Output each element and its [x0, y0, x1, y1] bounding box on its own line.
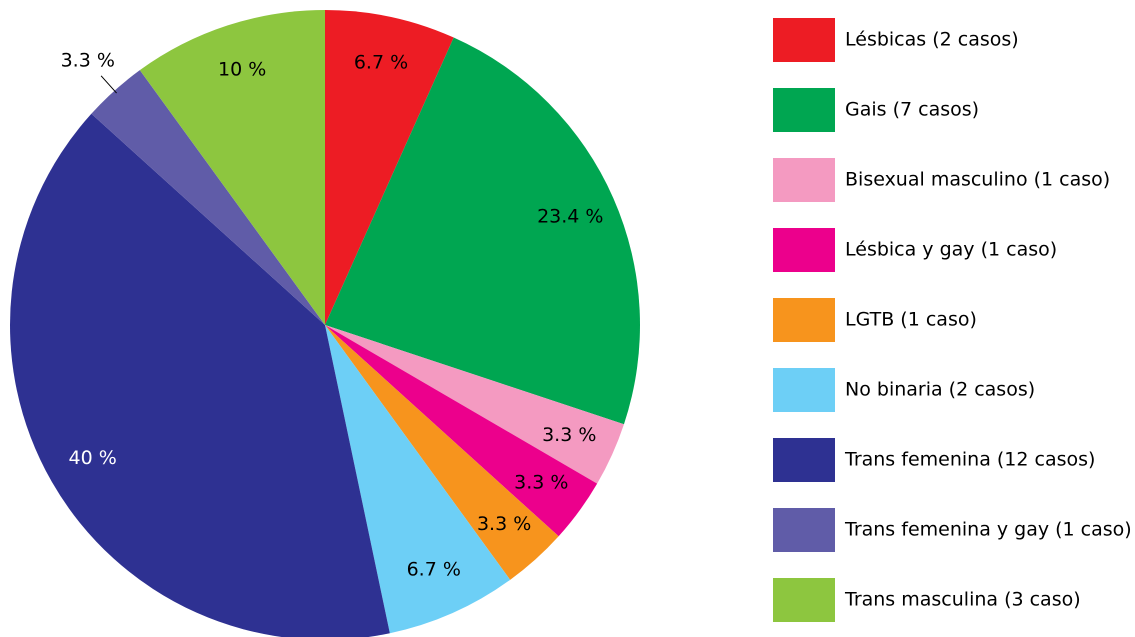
data-label: 6.7 %: [407, 558, 461, 580]
legend-label: Lésbica y gay (1 caso): [845, 239, 1057, 261]
pie-slice: [91, 70, 325, 326]
pie-slice: [325, 325, 624, 484]
pie-slice: [325, 325, 511, 634]
legend-label: Trans masculina (3 caso): [844, 589, 1081, 611]
leader-line: [100, 75, 117, 94]
legend-label: No binaria (2 casos): [845, 379, 1035, 401]
legend-swatch: [773, 158, 835, 202]
legend-label: Trans femenina y gay (1 caso): [844, 519, 1132, 541]
legend-swatch: [773, 368, 835, 412]
pie-slice: [139, 10, 325, 325]
pie-slice: [325, 325, 559, 580]
data-label: 10 %: [218, 59, 266, 81]
data-label: 3.3 %: [477, 513, 531, 535]
pie-slice: [325, 325, 598, 537]
pie-slice: [325, 37, 641, 425]
legend-swatch: [773, 508, 835, 552]
legend-swatch: [773, 88, 835, 132]
legend-swatch: [773, 438, 835, 482]
data-label: 6.7 %: [354, 51, 408, 73]
legend-label: Lésbicas (2 casos): [845, 29, 1019, 51]
data-label: 3.3 %: [514, 472, 568, 494]
legend-label: Trans femenina (12 casos): [844, 449, 1095, 471]
legend-swatch: [773, 578, 835, 622]
data-label: 3.3 %: [542, 424, 596, 446]
legend-swatch: [773, 228, 835, 272]
legend-label: Gais (7 casos): [845, 99, 979, 121]
legend-label: LGTB (1 caso): [845, 309, 977, 331]
legend-swatch: [773, 298, 835, 342]
legend-label: Bisexual masculino (1 caso): [845, 169, 1110, 191]
data-label: 3.3 %: [61, 49, 115, 71]
pie-slice: [10, 113, 390, 637]
pie-slice: [325, 10, 454, 325]
legend-swatch: [773, 18, 835, 62]
data-label: 40 %: [68, 447, 116, 469]
data-label: 23.4 %: [537, 206, 603, 228]
